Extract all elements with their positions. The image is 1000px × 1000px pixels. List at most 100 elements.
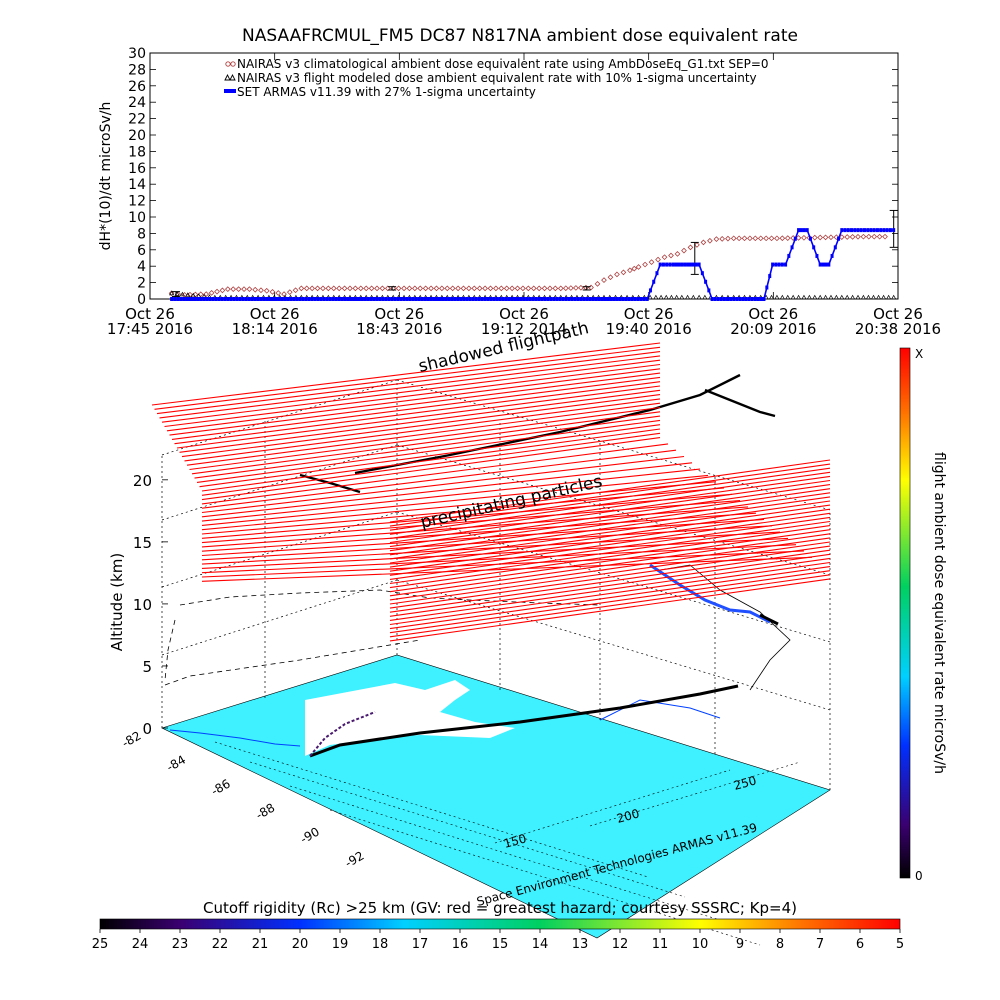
particle-line: [159, 355, 661, 419]
armas-point: [525, 297, 529, 301]
y-tick-label: 14: [128, 177, 146, 193]
armas-point: [390, 297, 394, 301]
flight-modeled-point: [817, 294, 823, 300]
longitude-axis-ticks: 150 200 250: [502, 773, 758, 850]
climatological-point: [536, 285, 542, 292]
bottom-colorbar-tick-label: 6: [856, 937, 864, 952]
y-tick-label: 6: [137, 243, 146, 259]
armas-point: [274, 297, 278, 301]
climatological-point: [741, 235, 748, 242]
x-tick-label-date: Oct 26: [873, 305, 923, 323]
climatological-point: [817, 234, 824, 241]
armas-point: [570, 297, 574, 301]
climatological-point: [422, 285, 429, 292]
armas-point: [501, 297, 505, 301]
armas-point: [609, 297, 613, 301]
climatological-point: [363, 285, 370, 292]
armas-point: [543, 297, 547, 301]
climatological-point: [668, 252, 674, 259]
armas-point: [859, 228, 863, 233]
climatological-point: [763, 235, 769, 242]
armas-point: [818, 262, 822, 267]
climatological-point: [730, 235, 737, 242]
armas-point: [799, 228, 803, 233]
wall-projection-right: [659, 564, 791, 691]
armas-point: [741, 297, 745, 301]
x-tick-label-time: 19:12 2014: [481, 320, 567, 338]
bottom-colorbar-tick-label: 15: [492, 937, 509, 952]
ground-flightpath: [309, 684, 739, 758]
y-tick-label: 10: [128, 210, 146, 226]
armas-point: [411, 297, 415, 301]
climatological-point: [573, 285, 579, 291]
armas-point: [564, 297, 568, 301]
particle-line: [201, 468, 701, 522]
armas-point: [319, 297, 323, 301]
armas-point: [869, 228, 873, 233]
flight-modeled-point: [812, 294, 818, 300]
armas-point: [349, 297, 353, 301]
particle-line: [389, 467, 831, 531]
bottom-colorbar-tick-label: 12: [612, 937, 629, 952]
armas-point: [462, 297, 466, 301]
y-tick-label: 4: [137, 259, 146, 275]
altitude-axis-label: Altitude (km): [108, 553, 126, 651]
y-tick-label: 22: [128, 112, 146, 128]
climatological-point: [309, 285, 316, 292]
armas-point: [787, 253, 791, 258]
particle-line: [201, 449, 677, 509]
legend-entry-climatological: NAIRAS v3 climatological ambient dose eq…: [237, 57, 769, 71]
armas-point: [750, 297, 754, 301]
armas-point: [471, 297, 475, 301]
latitude-tick-label: -90: [298, 824, 322, 846]
armas-point: [882, 228, 886, 233]
bottom-colorbar-tick-label: 25: [92, 937, 109, 952]
armas-point: [247, 297, 251, 301]
particle-line: [186, 402, 661, 466]
climatological-point: [865, 233, 872, 240]
armas-point: [199, 297, 203, 301]
armas-point: [710, 297, 714, 301]
armas-point: [486, 297, 490, 301]
climatological-point: [471, 285, 478, 292]
armas-point: [850, 228, 854, 233]
climatological-point: [263, 287, 270, 294]
particle-line: [389, 484, 831, 548]
armas-point: [334, 297, 338, 301]
climatological-point: [230, 286, 237, 293]
climatological-point: [700, 239, 707, 246]
armas-point: [474, 297, 478, 301]
armas-point: [196, 297, 200, 301]
longitude-tick-label: 250: [732, 773, 758, 792]
particle-line: [389, 566, 831, 630]
latitude-tick-label: -88: [253, 800, 277, 822]
particle-line: [199, 424, 661, 488]
bottom-colorbar-tick-label: 16: [452, 937, 469, 952]
armas-point: [722, 297, 726, 301]
armas-point: [331, 297, 335, 301]
armas-point: [366, 297, 370, 301]
climatological-point: [406, 285, 413, 292]
armas-point: [716, 297, 720, 301]
armas-point: [892, 228, 896, 233]
particle-line: [179, 389, 661, 453]
particle-line: [389, 459, 831, 523]
armas-point: [429, 297, 433, 301]
climatological-point: [620, 269, 627, 276]
flight-modeled-point: [768, 294, 775, 300]
armas-point: [862, 228, 866, 233]
armas-point: [268, 297, 272, 301]
particle-line: [166, 368, 661, 432]
latitude-tick-label: -82: [120, 728, 144, 750]
climatological-point: [562, 285, 569, 292]
particle-line: [201, 531, 781, 565]
armas-point: [280, 297, 284, 301]
armas-point: [843, 228, 847, 233]
flight-modeled-point: [663, 294, 669, 300]
armas-point: [256, 297, 260, 301]
climatological-point: [614, 271, 620, 278]
particle-line: [169, 372, 661, 436]
armas-point: [513, 297, 517, 301]
